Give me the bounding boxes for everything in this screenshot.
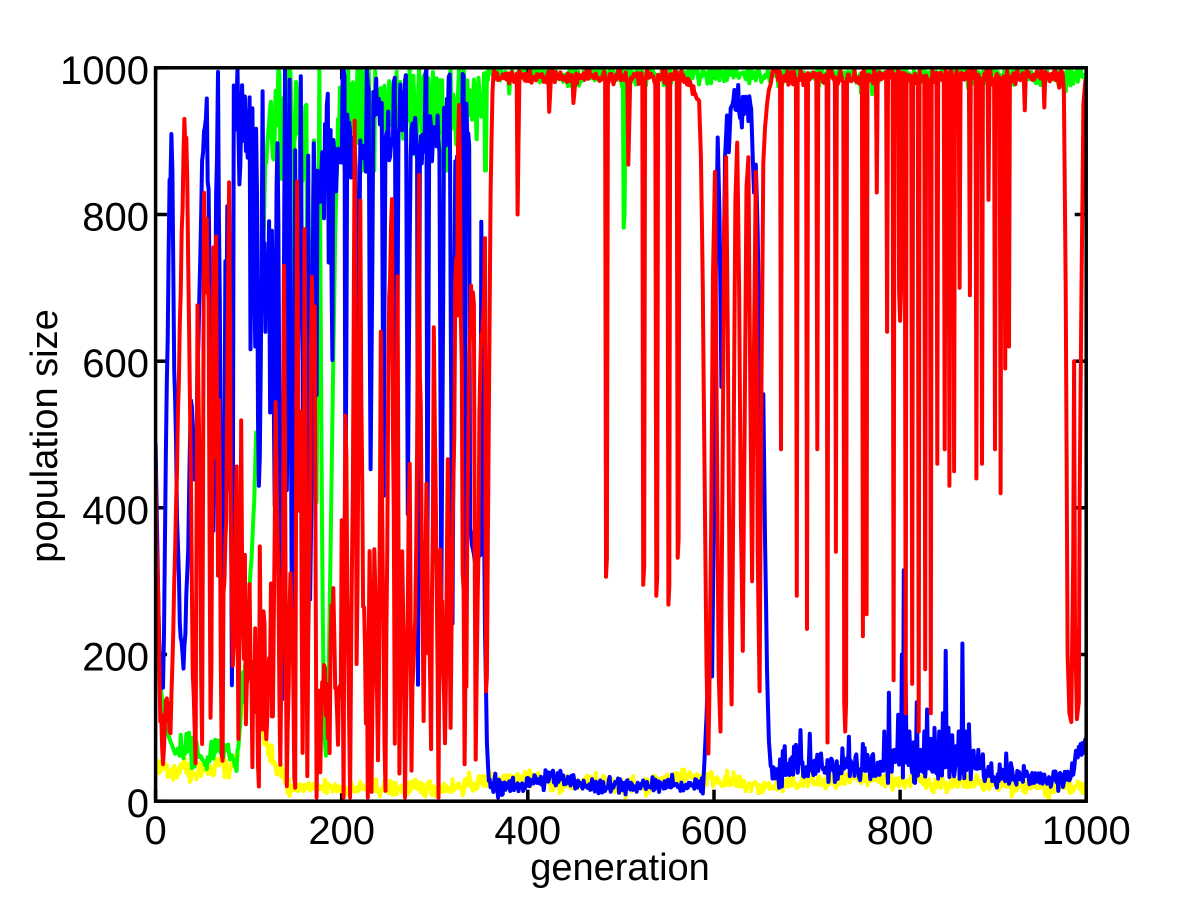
svg-text:1000: 1000 — [60, 49, 149, 93]
svg-text:1000: 1000 — [1042, 809, 1131, 853]
svg-text:200: 200 — [82, 636, 149, 680]
svg-text:400: 400 — [82, 489, 149, 533]
svg-text:200: 200 — [308, 809, 375, 853]
svg-text:0: 0 — [127, 782, 149, 826]
svg-text:0: 0 — [144, 809, 166, 853]
svg-text:400: 400 — [494, 809, 561, 853]
svg-text:800: 800 — [867, 809, 934, 853]
svg-text:generation: generation — [530, 847, 710, 889]
svg-text:population size: population size — [24, 309, 66, 563]
svg-text:800: 800 — [82, 196, 149, 240]
svg-text:600: 600 — [681, 809, 748, 853]
svg-text:600: 600 — [82, 342, 149, 386]
